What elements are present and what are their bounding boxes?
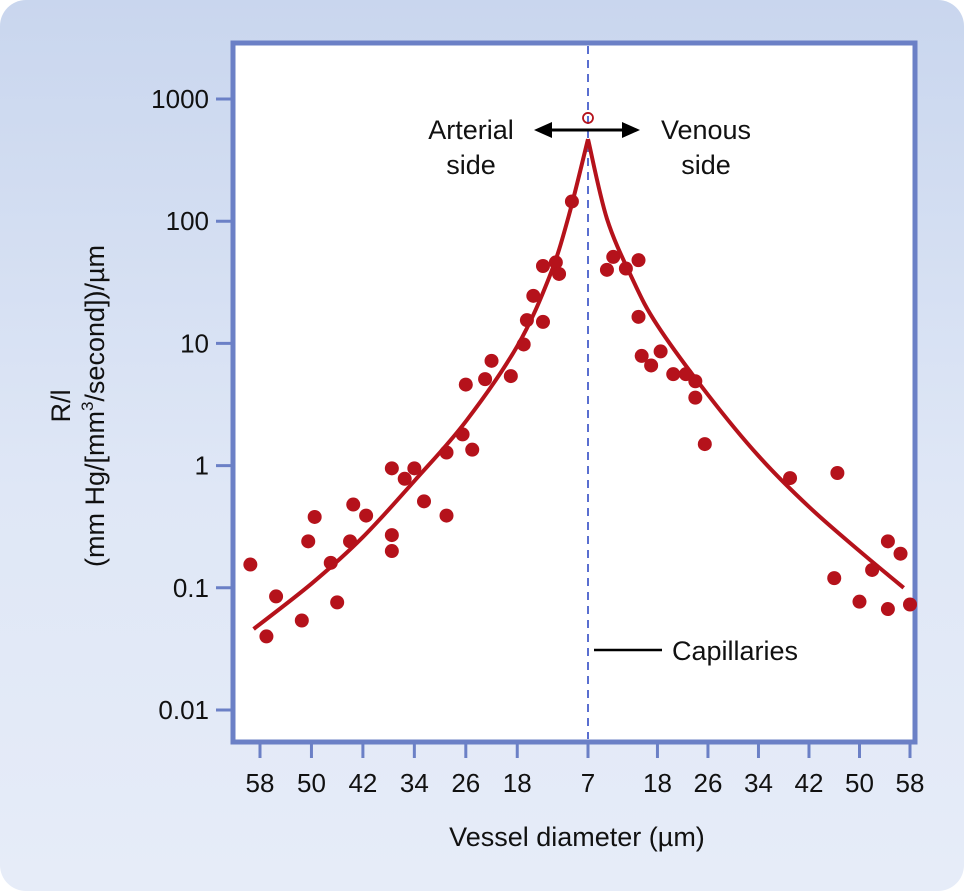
venous-data-point xyxy=(688,390,703,405)
venous-fit-curve xyxy=(586,138,905,590)
venous-data-point xyxy=(697,437,712,452)
venous-data-point xyxy=(618,261,633,276)
venous-data-point xyxy=(830,465,845,480)
x-tick-label: 7 xyxy=(581,768,595,798)
y-axis-title-superscript: 3 xyxy=(78,402,97,411)
arterial-data-point xyxy=(439,508,454,523)
arterial-data-point xyxy=(548,255,563,270)
x-tick-label: 18 xyxy=(643,768,672,798)
y-axis-title-line2: (mm Hg/[mm3/second])/µm xyxy=(78,245,110,567)
y-axis-title-line1: R/l xyxy=(46,390,76,423)
x-tick-label: 50 xyxy=(845,768,874,798)
y-tick-label: 1000 xyxy=(151,84,209,114)
x-tick-label: 26 xyxy=(693,768,722,798)
y-axis-title-suffix: /second])/µm xyxy=(80,245,110,402)
arterial-data-point xyxy=(407,461,422,476)
venous-data-point xyxy=(644,358,659,373)
venous-data-point xyxy=(827,571,842,586)
venous-data-point xyxy=(880,602,895,617)
capillary-marker xyxy=(582,112,594,124)
arterial-data-point xyxy=(455,427,470,442)
arterial-data-point xyxy=(259,629,274,644)
venous-data-point xyxy=(634,348,649,363)
capillaries-label: Capillaries xyxy=(672,636,798,666)
arterial-fit-curve xyxy=(252,138,590,631)
venous-data-point xyxy=(599,262,614,277)
arterial-data-point xyxy=(384,461,399,476)
arterial-data-point xyxy=(526,288,541,303)
x-axis: 58 50 42 34 26 18 7 18 26 34 42 50 58 xyxy=(246,742,925,798)
y-tick-label: 0.01 xyxy=(158,695,209,725)
venous-data-point xyxy=(880,534,895,549)
venous-data-point xyxy=(903,597,917,612)
x-axis-title: Vessel diameter (µm) xyxy=(449,822,705,852)
arterial-label-line2: side xyxy=(446,150,496,180)
venous-data-point xyxy=(653,344,668,359)
x-tick-label: 26 xyxy=(451,768,480,798)
venous-data-point xyxy=(688,374,703,389)
arterial-label-line1: Arterial xyxy=(428,115,514,145)
y-tick-label: 100 xyxy=(166,206,209,236)
y-axis-title: R/l (mm Hg/[mm3/second])/µm xyxy=(46,245,110,567)
arterial-data-point xyxy=(269,589,284,604)
arterial-data-point xyxy=(301,534,316,549)
venous-data-point xyxy=(893,546,908,561)
y-tick-label: 1 xyxy=(195,451,209,481)
arterial-data-point xyxy=(243,557,258,572)
arterial-data-point xyxy=(535,258,550,273)
venous-data-point xyxy=(631,253,646,268)
venous-data-point xyxy=(865,562,880,577)
arterial-data-point xyxy=(384,544,399,559)
arterial-data-point xyxy=(384,528,399,543)
arterial-data-point xyxy=(519,313,534,328)
plot-frame xyxy=(230,40,918,745)
arterial-data-point xyxy=(552,266,567,281)
arterial-data-point xyxy=(503,369,518,384)
arterial-data-point xyxy=(516,337,531,352)
arterial-data-point xyxy=(458,377,473,392)
arterial-data-point xyxy=(417,494,431,509)
x-tick-label: 58 xyxy=(246,768,275,798)
venous-data-point xyxy=(666,367,681,382)
arrow-right-icon xyxy=(622,122,640,138)
x-tick-label: 42 xyxy=(348,768,377,798)
arterial-data-point xyxy=(564,194,579,209)
y-tick-label: 10 xyxy=(180,328,209,358)
arterial-data-point xyxy=(535,314,550,329)
arterial-data-point xyxy=(323,555,338,570)
y-tick-label: 0.1 xyxy=(173,573,209,603)
annotations: Arterial side Venous side Capillaries xyxy=(428,115,798,666)
venous-label-line2: side xyxy=(681,150,731,180)
arterial-data-point xyxy=(439,445,454,460)
arrow-left-icon xyxy=(534,122,552,138)
venous-data-point xyxy=(783,471,798,486)
y-axis-title-prefix: (mm Hg/[mm xyxy=(80,411,110,567)
arterial-data-point xyxy=(478,372,493,387)
data-points xyxy=(243,194,917,644)
arterial-data-point xyxy=(346,497,361,512)
arterial-data-point xyxy=(397,471,412,486)
y-axis: 0.01 0.1 1 10 100 1000 xyxy=(151,84,233,725)
x-tick-label: 34 xyxy=(400,768,429,798)
arterial-data-point xyxy=(330,595,345,610)
x-tick-label: 42 xyxy=(795,768,824,798)
arterial-data-point xyxy=(359,508,374,523)
fit-curves xyxy=(252,138,905,631)
x-tick-label: 18 xyxy=(503,768,532,798)
venous-label-line1: Venous xyxy=(661,115,751,145)
x-tick-label: 34 xyxy=(744,768,773,798)
arterial-data-point xyxy=(343,534,358,549)
arterial-data-point xyxy=(294,613,309,628)
x-tick-label: 50 xyxy=(297,768,326,798)
x-tick-label: 58 xyxy=(896,768,925,798)
venous-data-point xyxy=(631,309,646,324)
arterial-data-point xyxy=(307,509,322,524)
venous-data-point xyxy=(606,249,621,264)
arterial-data-point xyxy=(465,442,480,457)
arterial-data-point xyxy=(484,353,499,368)
venous-data-point xyxy=(852,594,867,609)
